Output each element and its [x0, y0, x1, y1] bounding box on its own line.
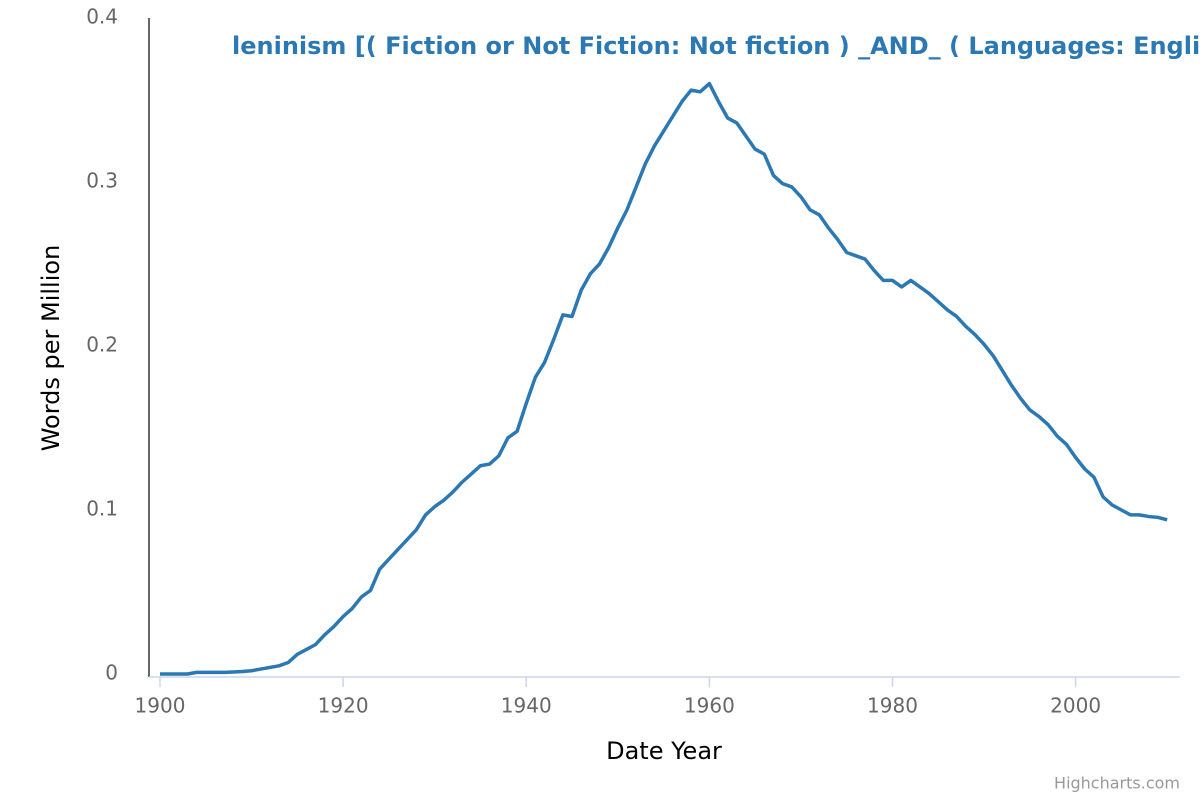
x-tick-label: 1920 — [318, 694, 369, 718]
y-tick-label: 0.2 — [86, 333, 118, 357]
chart-title: leninism [( Fiction or Not Fiction: Not … — [232, 32, 1200, 60]
x-tick-label: 2000 — [1050, 694, 1101, 718]
y-tick-label: 0.4 — [86, 5, 118, 29]
credits[interactable]: Highcharts.com — [1054, 774, 1180, 793]
x-tick-label: 1980 — [867, 694, 918, 718]
y-tick-label: 0 — [105, 661, 118, 685]
data-line — [159, 81, 1168, 676]
y-tick-label: 0.1 — [86, 497, 118, 521]
x-tick-label: 1940 — [501, 694, 552, 718]
x-axis-title: Date Year — [606, 737, 722, 765]
y-tick-label: 0.3 — [86, 169, 118, 193]
x-tick-label: 1900 — [135, 694, 186, 718]
y-axis-title: Words per Million — [37, 245, 65, 452]
x-tick-label: 1960 — [684, 694, 735, 718]
